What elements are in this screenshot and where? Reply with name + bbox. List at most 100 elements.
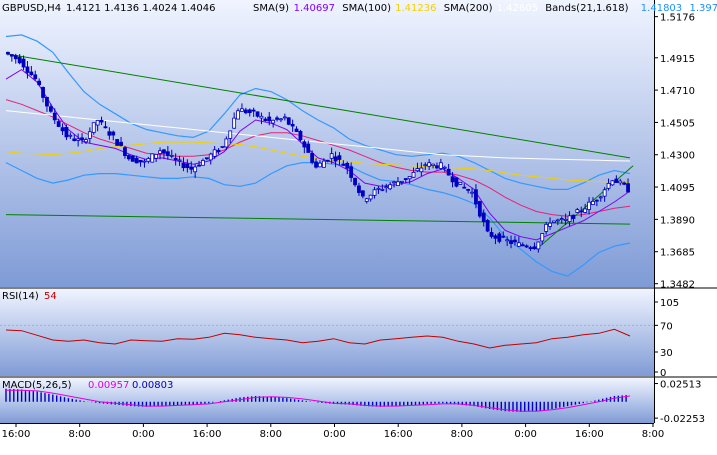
price-tick-label: 1.3685 xyxy=(660,248,695,259)
candle-body xyxy=(377,188,380,189)
price-tick-label: 1.3890 xyxy=(660,215,695,226)
indicator-value: 1.41236 xyxy=(395,3,436,14)
candle-body xyxy=(447,169,450,175)
candle-body xyxy=(529,248,532,249)
candle-body xyxy=(10,55,13,57)
candle-body xyxy=(38,81,41,85)
candle-body xyxy=(96,120,99,125)
candle-body xyxy=(346,163,349,168)
price-tick-label: 1.4710 xyxy=(660,86,695,97)
candle-body xyxy=(186,164,189,168)
time-tick-label: 16:00 xyxy=(384,429,413,440)
candle-body xyxy=(299,131,302,140)
candle-body xyxy=(517,243,520,247)
candle-body xyxy=(307,144,310,152)
candle-body xyxy=(322,161,325,167)
candle-body xyxy=(123,148,126,156)
candle-body xyxy=(81,138,84,140)
candle-body xyxy=(420,168,423,172)
candle-body xyxy=(432,164,435,165)
time-tick-label: 16:00 xyxy=(2,429,31,440)
candle-body xyxy=(100,120,103,122)
price-tick-label: 1.5176 xyxy=(660,13,695,24)
candle-body xyxy=(217,150,220,151)
candle-body xyxy=(14,56,17,59)
candle-body xyxy=(6,52,9,54)
candle-body xyxy=(404,179,407,180)
rsi-value: 54 xyxy=(44,291,57,302)
candle-body xyxy=(490,232,493,236)
macd-tick-label: 0.02513 xyxy=(660,380,701,391)
candle-body xyxy=(291,124,294,126)
candle-body xyxy=(463,187,466,188)
candle-body xyxy=(521,245,524,246)
candle-body xyxy=(279,119,282,120)
time-tick-label: 8:00 xyxy=(68,429,90,440)
candle-body xyxy=(549,223,552,226)
candle-body xyxy=(104,127,107,128)
candle-body xyxy=(603,190,606,196)
macd-tick-label: -0.02253 xyxy=(660,414,705,425)
candle-body xyxy=(108,132,111,136)
indicator-value: 1.41803 xyxy=(641,3,682,14)
candle-body xyxy=(198,165,201,166)
candle-body xyxy=(131,156,134,161)
candle-body xyxy=(513,240,516,242)
candle-body xyxy=(57,122,60,127)
candle-body xyxy=(338,156,341,160)
candle-body xyxy=(552,221,555,222)
candle-body xyxy=(576,210,579,213)
macd-label: MACD(5,26,5) xyxy=(2,380,72,391)
indicator-label: Bands(21,1.618) xyxy=(545,3,628,14)
candle-body xyxy=(248,110,251,113)
candle-body xyxy=(556,220,559,221)
candle-body xyxy=(225,139,228,147)
candle-body xyxy=(237,111,240,119)
candle-body xyxy=(478,202,481,217)
candle-body xyxy=(584,209,587,212)
candle-body xyxy=(276,118,279,119)
rsi-label: RSI(14) xyxy=(2,291,39,302)
candle-body xyxy=(318,163,321,167)
candle-body xyxy=(435,166,438,168)
time-tick-label: 8:00 xyxy=(642,429,664,440)
time-tick-label: 16:00 xyxy=(193,429,222,440)
candle-body xyxy=(155,154,158,158)
time-tick-label: 8:00 xyxy=(451,429,473,440)
candle-body xyxy=(541,233,544,240)
candle-body xyxy=(311,153,314,162)
candle-body xyxy=(471,192,474,193)
candle-body xyxy=(84,140,87,142)
candle-body xyxy=(233,118,236,128)
candle-body xyxy=(303,142,306,147)
candle-body xyxy=(591,201,594,204)
candle-body xyxy=(611,181,614,185)
candle-body xyxy=(459,182,462,184)
candle-body xyxy=(498,234,501,242)
candle-body xyxy=(354,178,357,184)
candle-body xyxy=(61,128,64,131)
candle-body xyxy=(159,151,162,154)
candle-body xyxy=(615,179,618,183)
price-tick-label: 1.4300 xyxy=(660,151,695,162)
candle-body xyxy=(139,160,142,162)
candle-body xyxy=(443,167,446,168)
candle-body xyxy=(283,117,286,118)
candle-body xyxy=(334,157,337,161)
candle-body xyxy=(350,167,353,178)
candle-body xyxy=(18,57,21,63)
candle-body xyxy=(474,190,477,204)
indicator-label: SMA(100) xyxy=(342,3,391,14)
candle-body xyxy=(572,215,575,218)
candle-body xyxy=(326,160,329,161)
candle-body xyxy=(580,211,583,212)
candle-body xyxy=(287,118,290,125)
candle-body xyxy=(393,182,396,183)
candle-body xyxy=(116,139,119,145)
candle-body xyxy=(564,219,567,220)
rsi-panel-bg xyxy=(0,289,654,376)
candle-body xyxy=(42,87,45,97)
time-tick-label: 0:00 xyxy=(514,429,536,440)
candle-body xyxy=(147,159,150,162)
